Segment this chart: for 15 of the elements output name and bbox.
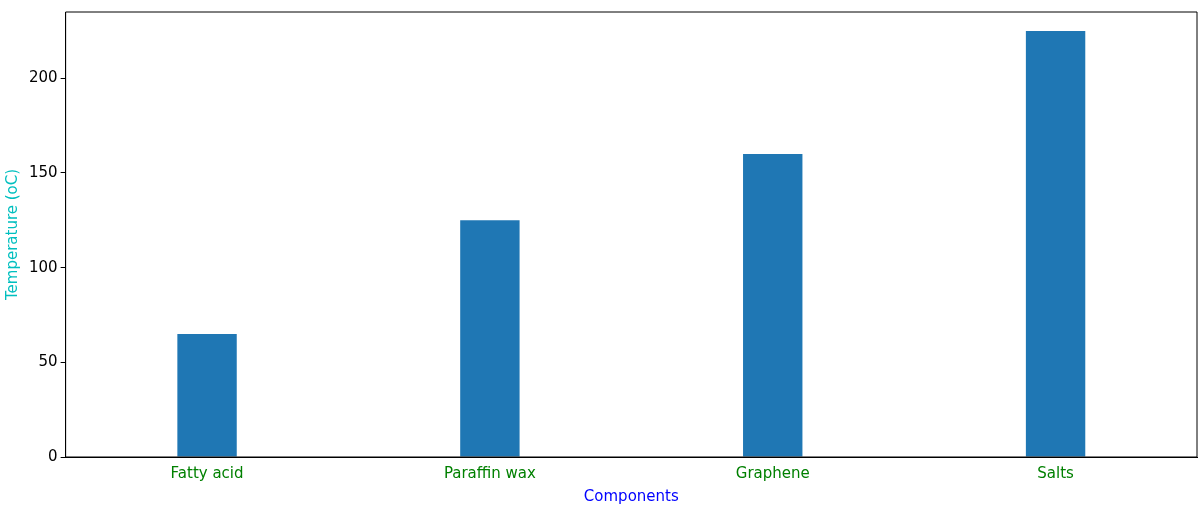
y-tick-label: 0 — [48, 446, 58, 465]
x-tick-label: Fatty acid — [170, 463, 244, 482]
x-tick-label: Salts — [1037, 463, 1075, 482]
x-axis-title: Components — [583, 486, 679, 505]
y-tick-label: 150 — [28, 162, 58, 181]
x-tick-label: Paraffin wax — [443, 463, 537, 482]
y-tick-label: 50 — [38, 352, 58, 371]
bar — [460, 220, 520, 457]
y-tick-label: 200 — [28, 68, 58, 87]
bar — [177, 333, 237, 457]
x-tick-label: Graphene — [735, 463, 810, 482]
y-axis-title: Temperature (oC) — [2, 168, 21, 302]
bar — [1025, 30, 1086, 457]
bar — [743, 154, 803, 457]
y-tick-label: 100 — [28, 257, 58, 276]
